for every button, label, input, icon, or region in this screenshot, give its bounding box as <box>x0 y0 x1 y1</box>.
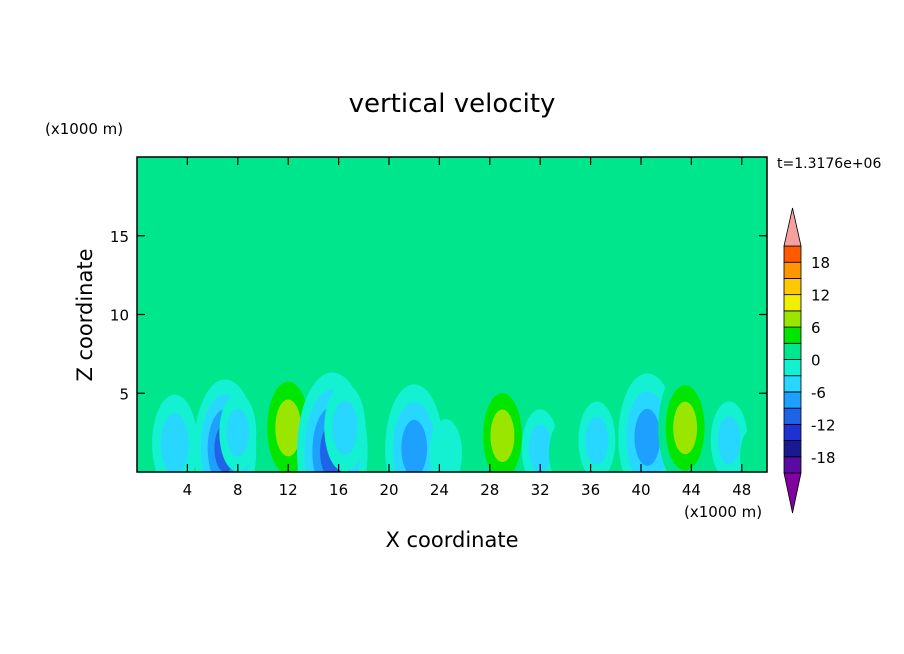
cell-14 <box>658 368 712 472</box>
colorbar-band-8 <box>783 326 802 344</box>
z-tick-label-10: 10 <box>110 307 129 325</box>
cell-16-band-0 <box>740 427 767 472</box>
colorbar-label--12: -12 <box>811 416 836 434</box>
cell-5 <box>324 383 366 472</box>
x-axis-ticks: 4 8 12 16 20 24 28 32 36 40 44 48 <box>183 157 751 499</box>
colorbar-band-10 <box>783 294 802 312</box>
colorbar-band-6 <box>783 359 802 377</box>
cell-10-band-1 <box>528 424 552 472</box>
chart-title: vertical velocity <box>349 89 556 119</box>
cell-12-band-1 <box>585 416 609 465</box>
x-tick-label-32: 32 <box>531 481 550 499</box>
upper-region-2 <box>321 189 432 266</box>
time-label: t=1.3176e+06 <box>777 156 881 172</box>
x-unit-label: (x1000 m) <box>684 503 762 521</box>
x-tick-label-44: 44 <box>682 481 701 499</box>
cell-13-band-2 <box>634 408 661 466</box>
x-tick-label-36: 36 <box>581 481 600 499</box>
cell-15 <box>710 401 748 472</box>
convective-cells <box>152 363 767 472</box>
cell-16 <box>740 427 767 472</box>
colorbar-band-0 <box>783 456 802 474</box>
cell-0-band-1 <box>160 413 189 472</box>
x-tick-label-4: 4 <box>183 481 193 499</box>
colorbar-band-4 <box>783 391 802 409</box>
x-tick-label-24: 24 <box>430 481 449 499</box>
cell-14-band-2 <box>673 401 698 455</box>
colorbar-label--18: -18 <box>811 449 836 467</box>
upper-region-4 <box>447 260 558 337</box>
cell-7-band-2 <box>401 419 428 472</box>
upper-region-6 <box>611 182 722 258</box>
z-axis-label: Z coordinate <box>73 248 97 381</box>
colorbar-band-3 <box>783 407 802 425</box>
cell-8-band-0 <box>429 419 463 472</box>
plot-area <box>137 157 767 472</box>
upper-region-8 <box>686 157 767 211</box>
x-tick-label-28: 28 <box>480 481 499 499</box>
cell-12 <box>578 401 616 472</box>
upper-region-0 <box>137 158 230 235</box>
colorbar-band-2 <box>783 423 802 441</box>
x-tick-label-8: 8 <box>233 481 243 499</box>
upper-region-3 <box>409 157 520 211</box>
colorbar-high-extension <box>783 207 802 247</box>
cell-15-band-1 <box>717 416 741 465</box>
x-tick-label-12: 12 <box>279 481 298 499</box>
colorbar-band-13 <box>783 245 802 263</box>
colorbar-label-12: 12 <box>811 287 830 305</box>
cell-11 <box>549 419 582 472</box>
cell-8 <box>429 419 463 472</box>
cell-11-band-0 <box>549 419 582 472</box>
z-axis-ticks: 5 10 15 <box>110 228 767 403</box>
x-axis-label: X coordinate <box>385 528 518 552</box>
cell-3-band-2 <box>275 399 302 457</box>
x-tick-label-40: 40 <box>631 481 650 499</box>
x-tick-label-48: 48 <box>732 481 751 499</box>
cell-2 <box>219 393 257 472</box>
z-tick-label-15: 15 <box>110 228 129 246</box>
z-tick-label-5: 5 <box>119 385 129 403</box>
cell-13 <box>618 373 677 472</box>
colorbar: 18 12 6 0 -6 -12 -18 <box>783 207 836 514</box>
x-tick-label-16: 16 <box>329 481 348 499</box>
colorbar-band-12 <box>783 261 802 279</box>
colorbar-band-9 <box>783 310 802 328</box>
colorbar-band-1 <box>783 440 802 458</box>
upper-green-regions <box>137 157 767 353</box>
colorbar-label-0: 0 <box>811 352 821 370</box>
cell-2-band-1 <box>226 408 250 457</box>
upper-region-1 <box>208 157 318 211</box>
x-tick-label-20: 20 <box>379 481 398 499</box>
cell-7 <box>385 384 444 472</box>
z-unit-label: (x1000 m) <box>45 120 123 138</box>
colorbar-low-extension <box>783 472 802 514</box>
colorbar-label-6: 6 <box>811 319 821 337</box>
colorbar-band-11 <box>783 278 802 296</box>
cell-9 <box>475 376 530 472</box>
upper-region-5 <box>497 166 608 243</box>
cell-5-band-1 <box>332 400 358 455</box>
upper-region-7 <box>661 276 767 353</box>
colorbar-label-18: 18 <box>811 254 830 272</box>
cell-0 <box>152 394 198 472</box>
cell-9-band-2 <box>490 409 515 462</box>
colorbar-band-5 <box>783 375 802 393</box>
colorbar-band-7 <box>783 342 802 360</box>
colorbar-label--6: -6 <box>811 384 826 402</box>
